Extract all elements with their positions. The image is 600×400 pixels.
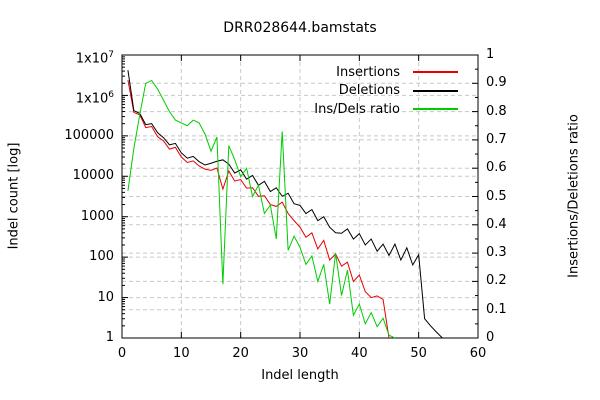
y2-tick-label: 0.1 <box>486 301 507 317</box>
x-axis-label: Indel length <box>261 368 339 383</box>
insertions-line <box>127 79 390 339</box>
legend-row-insertions: Insertions <box>314 63 458 82</box>
legend: Insertions Deletions Ins/Dels ratio <box>314 63 458 119</box>
y2-tick-label: 1 <box>486 47 495 62</box>
y-tick-label: 10000 <box>72 168 114 184</box>
legend-label-ratio: Ins/Dels ratio <box>314 101 400 117</box>
y-tick-label: 100000 <box>64 127 114 143</box>
legend-row-deletions: Deletions <box>314 82 458 101</box>
y2-tick-label: 0.2 <box>486 273 507 289</box>
y2-tick-label: 0 <box>486 330 495 345</box>
legend-label-insertions: Insertions <box>336 64 400 80</box>
chart-title: DRR028644.bamstats <box>223 20 377 36</box>
y-tick-label: 1 <box>105 330 114 345</box>
ratio-line-swatch <box>413 108 458 111</box>
y-tick-label: 1000 <box>80 208 114 224</box>
y-tick-label: 1x106 <box>75 90 114 107</box>
insertions-line-swatch <box>413 71 458 74</box>
y2-tick-label: 0.7 <box>486 131 507 147</box>
y2-tick-label: 0.6 <box>486 160 507 176</box>
y2-tick-label: 0.9 <box>486 75 507 91</box>
x-tick-label: 40 <box>351 346 368 361</box>
y2-tick-label: 0.3 <box>486 245 507 261</box>
x-tick-label: 60 <box>469 346 487 361</box>
x-tick-label: 0 <box>117 346 127 361</box>
x-tick-label: 10 <box>173 346 190 361</box>
ins-dels-ratio-line <box>127 79 396 339</box>
legend-row-ratio: Ins/Dels ratio <box>314 100 458 119</box>
y2-tick-label: 0.8 <box>486 103 507 119</box>
legend-label-deletions: Deletions <box>338 83 400 99</box>
y2-tick-label: 0.5 <box>486 188 507 204</box>
y-tick-label: 100 <box>89 249 114 265</box>
y-tick-label: 10 <box>97 289 114 305</box>
x-tick-label: 50 <box>410 346 427 361</box>
y2-tick-label: 0.4 <box>486 216 507 232</box>
x-tick-label: 20 <box>232 346 249 361</box>
y-tick-label: 1x107 <box>75 50 114 67</box>
deletions-line-swatch <box>413 89 458 92</box>
x-tick-label: 30 <box>291 346 309 361</box>
